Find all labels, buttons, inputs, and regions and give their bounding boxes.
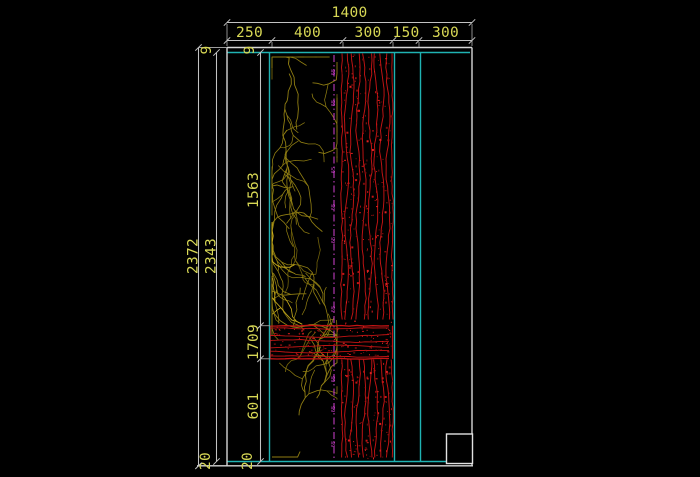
centerline-label: 65 <box>331 237 337 244</box>
dim-top-offset: 9 <box>199 45 215 54</box>
centerline-label: 65 <box>331 204 337 211</box>
dim-top-offset: 9 <box>242 45 258 54</box>
centerline-label: 65 <box>331 376 337 383</box>
dim-segment: 300 <box>432 25 459 41</box>
dim-section-height: 1709 <box>246 324 262 360</box>
dim-section-height: 1563 <box>246 172 262 208</box>
centerline-group: 65 65 65 65 65 65 65 65 65 <box>331 55 337 459</box>
centerline-label: 65 <box>331 406 337 413</box>
centerline-label: 65 <box>331 100 337 107</box>
dim-segment: 250 <box>236 25 263 41</box>
dim-overall-height: 2372 <box>186 238 202 274</box>
top-dimensions: 1400 250 400 300 150 300 <box>226 5 473 47</box>
dim-segment: 150 <box>392 25 419 41</box>
corner-detail-square <box>445 433 474 465</box>
left-dimensions: 2372 2343 1563 1709 601 9 9 20 20 <box>186 45 270 470</box>
dimension-ticks <box>194 18 476 470</box>
dim-overall-width: 1400 <box>331 5 367 21</box>
dim-section-height: 601 <box>246 392 262 419</box>
centerline-label: 65 <box>331 306 337 313</box>
dim-bottom-offset: 20 <box>240 452 256 470</box>
marble-vein-texture <box>271 56 338 458</box>
dim-segment: 400 <box>294 25 321 41</box>
centerline-label: 65 <box>331 441 337 448</box>
centerline-label: 65 <box>331 167 337 174</box>
dim-segment: 300 <box>354 25 381 41</box>
cyan-frame <box>227 51 470 463</box>
wood-grain-texture <box>340 53 394 460</box>
outer-frame <box>197 46 473 467</box>
centerline-label: 65 <box>331 69 337 76</box>
horizontal-board-texture <box>268 324 394 360</box>
dim-bottom-offset: 20 <box>198 452 214 470</box>
dim-inner-height: 2343 <box>204 238 220 274</box>
